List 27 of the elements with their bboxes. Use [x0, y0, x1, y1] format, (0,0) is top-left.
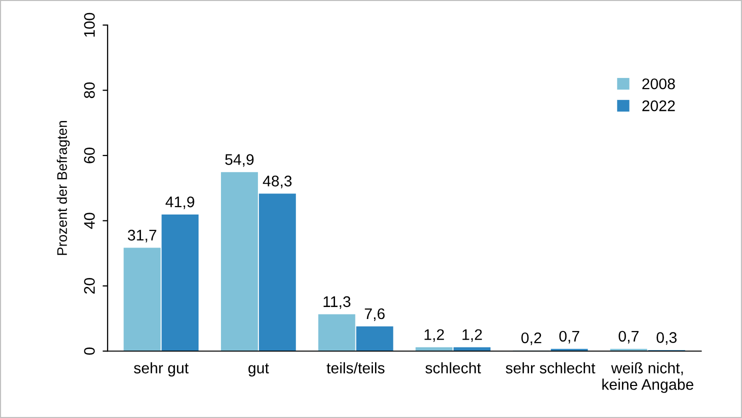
y-tick-label: 0 [84, 347, 95, 355]
x-tick-label: schlecht [425, 362, 481, 374]
y-tick-label: 100 [84, 12, 95, 37]
y-tick-label: 60 [84, 148, 95, 164]
y-tick-label: 20 [84, 278, 95, 294]
data-label: 41,9 [166, 196, 194, 210]
x-tick-label: sehr schlecht [506, 362, 596, 374]
data-label: 1,2 [462, 329, 482, 342]
data-label: 7,6 [364, 308, 385, 321]
y-tick-label: 40 [84, 212, 95, 229]
legend-label: 2022 [642, 100, 675, 112]
data-label: 0,2 [521, 332, 542, 346]
data-label: 0,7 [618, 330, 639, 344]
x-tick-label: weiß nicht, keine Angabe [602, 362, 694, 393]
x-tick-label: teils/teils [326, 362, 384, 374]
data-label: 48,3 [262, 176, 292, 188]
data-label: 54,9 [225, 154, 254, 167]
x-tick-label: sehr gut [134, 362, 189, 376]
data-label: 31,7 [128, 230, 156, 242]
y-tick-label: 80 [84, 82, 95, 98]
data-label: 1,2 [424, 329, 444, 342]
data-label: 11,3 [324, 296, 350, 309]
data-label: 0,7 [559, 330, 580, 344]
x-tick-label: gut [248, 363, 269, 376]
legend-label: 2008 [642, 78, 675, 90]
y-axis-title: Prozent der Befragten [56, 121, 70, 255]
data-label: 0,3 [656, 332, 677, 345]
